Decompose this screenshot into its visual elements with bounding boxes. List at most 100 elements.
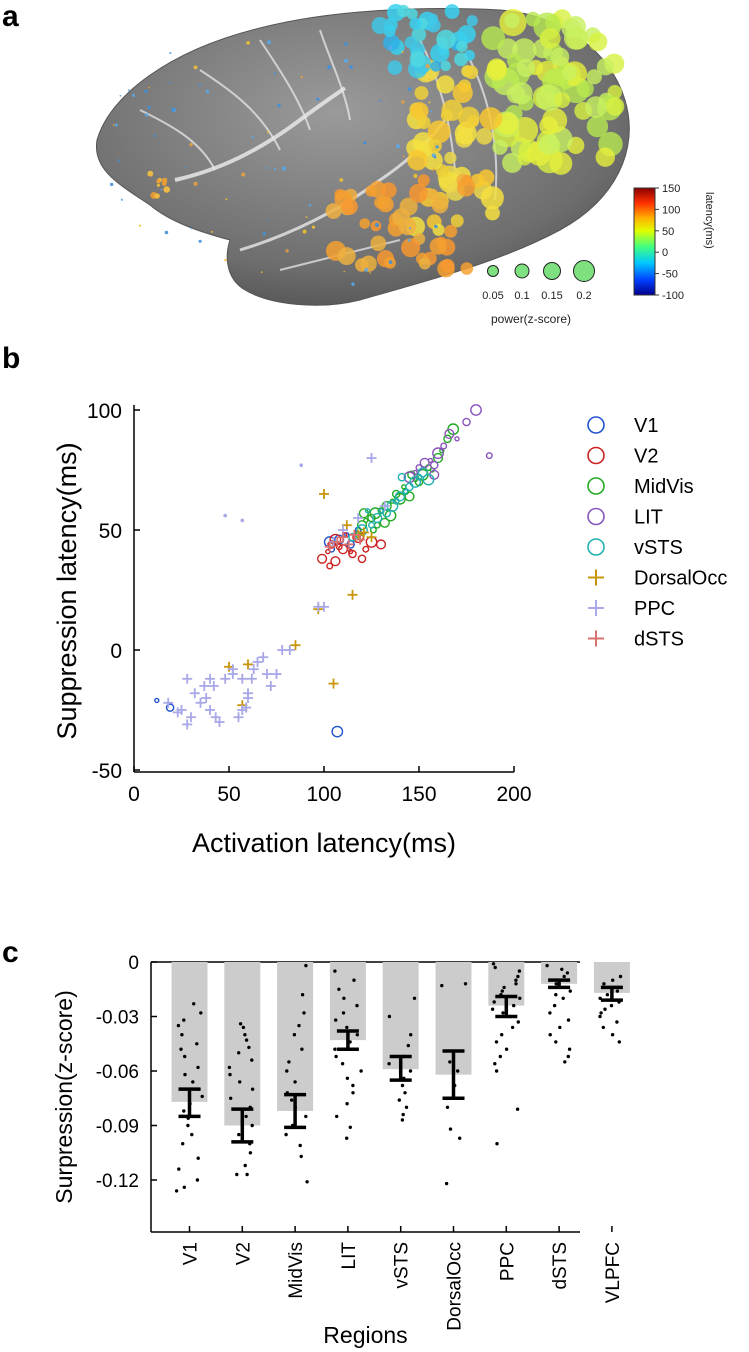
brain-dot: [457, 178, 476, 197]
size-legend-circle: [514, 263, 530, 279]
x-tick-label: 50: [217, 783, 240, 806]
brain-dot: [432, 168, 435, 171]
data-point: [191, 1080, 195, 1084]
data-point: [545, 963, 549, 968]
colorbar-tick-label: 0: [662, 247, 668, 259]
data-point: [548, 1011, 552, 1015]
data-point: [290, 1098, 294, 1102]
brain-dot: [409, 51, 426, 68]
brain-dot: [431, 129, 436, 134]
brain-dot: [417, 115, 431, 130]
brain-dot: [363, 141, 367, 145]
scatter-point-PPC: [237, 673, 248, 684]
brain-dot: [417, 174, 430, 187]
brain-dot: [267, 218, 270, 221]
brain-dot: [454, 52, 468, 67]
data-point: [501, 1011, 505, 1015]
brain-dot: [395, 144, 400, 149]
x-tick-label: 150: [401, 783, 436, 806]
data-point: [355, 1003, 359, 1008]
brain-dot: [189, 142, 193, 147]
sulcus-4: [139, 109, 216, 171]
brain-dot: [454, 122, 477, 145]
scatter-point-vSTS: [394, 491, 406, 502]
brain-dot: [561, 65, 577, 81]
brain-dot: [429, 110, 432, 113]
brain-dot: [148, 86, 151, 89]
scatter-point-DorsalOcc: [290, 640, 301, 651]
scatter-point-MidVis: [379, 517, 390, 528]
brain-dot: [479, 107, 503, 130]
brain-dot: [198, 239, 202, 243]
legend-label: MidVis: [634, 476, 694, 498]
brain-dot: [605, 97, 625, 116]
scatter-point-V2: [317, 553, 328, 564]
scatter-point-dSTS: [332, 537, 343, 547]
data-point: [245, 1172, 249, 1177]
scatter-point-PPC: [248, 664, 259, 675]
data-point: [238, 1022, 243, 1026]
bar-V1: [171, 962, 208, 1102]
scatter-point-PPC: [284, 645, 295, 655]
data-point: [183, 1072, 187, 1077]
scatter-point-PPC: [246, 673, 257, 684]
x-tick-label: dSTS: [550, 1242, 571, 1290]
brain-dot: [542, 107, 568, 133]
scatter-point-vSTS: [422, 473, 435, 486]
brain-dot: [485, 205, 500, 221]
data-point: [448, 1127, 453, 1131]
brain-dot: [428, 13, 439, 24]
brain-dot: [428, 139, 442, 153]
data-point: [351, 1091, 355, 1095]
brain-dot: [450, 214, 464, 228]
brain-dot: [344, 58, 349, 63]
brain-dot: [596, 57, 615, 76]
scatter-point-V2: [375, 539, 387, 550]
brain-dot: [431, 196, 449, 214]
panel-letter-c: c: [2, 936, 19, 969]
brain-dot: [337, 247, 356, 266]
data-point: [403, 1091, 407, 1095]
legend-marker-V2: [587, 446, 605, 465]
brain-dot: [410, 102, 429, 121]
legend-marker-vSTS: [587, 538, 605, 556]
scatter-point-dSTS: [338, 532, 348, 543]
data-point: [186, 1123, 190, 1128]
scatter-point-LIT: [454, 436, 460, 442]
scatter-point-PPC: [366, 453, 377, 463]
size-legend-circle: [487, 265, 499, 277]
data-point: [495, 1142, 499, 1146]
scatter-point-LIT: [444, 428, 455, 440]
data-point: [284, 1132, 288, 1137]
x-tick-label: 0: [128, 783, 140, 806]
data-point: [182, 1018, 186, 1022]
brain-dot: [300, 75, 303, 79]
data-point: [548, 1033, 552, 1037]
data-point: [387, 1014, 392, 1019]
data-point: [617, 1040, 621, 1044]
data-point: [199, 1011, 203, 1015]
data-point: [297, 1023, 301, 1028]
x-tick-label: V1: [181, 1242, 202, 1265]
brain-dot: [163, 186, 170, 193]
colorbar-tick-label: 100: [662, 204, 680, 216]
scatter-point-PPC: [243, 688, 253, 699]
data-point: [241, 1025, 246, 1030]
data-point: [341, 1011, 346, 1015]
brain-dot: [371, 17, 389, 34]
scatter-point-vSTS: [378, 508, 384, 514]
scatter-point-MidVis: [404, 491, 415, 502]
legend-marker-V1: [587, 416, 605, 434]
y-tick-label: -0.09: [96, 1117, 139, 1138]
bar-chart: 0 -0.03 -0.06 -0.09 -0.12 V1 V2 MidVis LIT vSTS Do…: [51, 953, 630, 1348]
size-legend-value: 0.05: [482, 290, 503, 302]
brain-dot: [388, 260, 393, 265]
data-point: [348, 1125, 352, 1130]
bar-MidVis: [277, 962, 314, 1111]
scatter-point-MidVis: [401, 484, 407, 490]
brain-dot: [113, 124, 115, 126]
data-point: [512, 1003, 516, 1008]
brain-dot: [428, 78, 431, 81]
y-tick-label: -0.06: [96, 1062, 139, 1083]
data-point: [345, 1076, 350, 1081]
